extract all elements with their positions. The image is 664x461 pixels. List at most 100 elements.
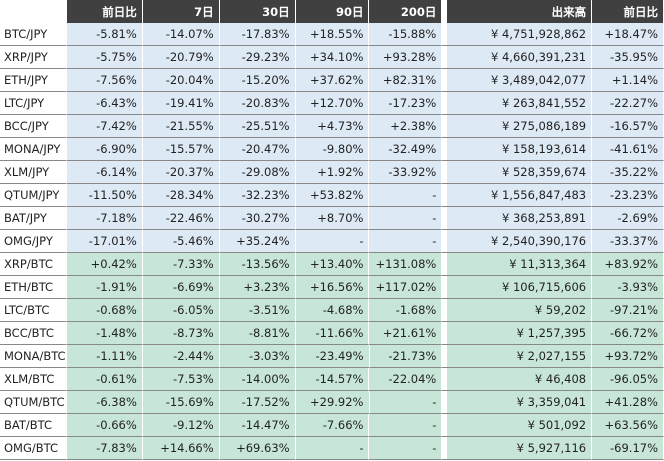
cell: +37.62% xyxy=(295,69,370,92)
cell: -13.56% xyxy=(219,253,296,276)
column-gap xyxy=(442,23,448,46)
pair-label: ETH/BTC xyxy=(0,276,67,299)
cell: -5.75% xyxy=(66,46,143,69)
cell: -20.37% xyxy=(142,161,220,184)
table-row: ETH/JPY -7.56% -20.04% -15.20% +37.62% +82.31… xyxy=(0,69,664,92)
cell: -17.83% xyxy=(219,23,296,46)
table-row: OMG/JPY -17.01% -5.46% +35.24% - - ¥ 2,540,390… xyxy=(0,230,664,253)
cell: -20.79% xyxy=(142,46,220,69)
table-row: QTUM/JPY -11.50% -28.34% -32.23% +53.82% - ¥ 1… xyxy=(0,184,664,207)
cell: -66.72% xyxy=(592,322,664,345)
pair-label: XLM/BTC xyxy=(0,368,67,391)
cell: - xyxy=(369,230,443,253)
cell: ¥ 5,927,116 xyxy=(447,437,593,460)
cell: ¥ 11,313,364 xyxy=(447,253,593,276)
pair-label: BCC/JPY xyxy=(0,115,67,138)
cell: -2.69% xyxy=(592,207,664,230)
cell: -14.57% xyxy=(295,368,370,391)
cell: -6.05% xyxy=(142,299,220,322)
column-gap xyxy=(442,299,448,322)
cell: - xyxy=(295,437,370,460)
cell: +8.70% xyxy=(295,207,370,230)
cell: -19.41% xyxy=(142,92,220,115)
cell: -11.50% xyxy=(66,184,143,207)
cell: ¥ 59,202 xyxy=(447,299,593,322)
pair-label: QTUM/BTC xyxy=(0,391,67,414)
cell: -28.34% xyxy=(142,184,220,207)
cell: ¥ 528,359,674 xyxy=(447,161,593,184)
pair-label: MONA/BTC xyxy=(0,345,67,368)
cell: -22.27% xyxy=(592,92,664,115)
cell: -6.69% xyxy=(142,276,220,299)
column-gap xyxy=(442,345,448,368)
cell: -23.49% xyxy=(295,345,370,368)
cell: ¥ 275,086,189 xyxy=(447,115,593,138)
cell: -1.11% xyxy=(67,345,143,368)
cell: +0.42% xyxy=(66,253,143,276)
cell: - xyxy=(369,207,443,230)
table-row: LTC/JPY -6.43% -19.41% -20.83% +12.70% -17.23… xyxy=(0,92,664,115)
cell: +16.56% xyxy=(295,276,370,299)
pair-label: MONA/JPY xyxy=(0,138,67,161)
pair-label: BCC/BTC xyxy=(0,322,67,345)
cell: ¥ 158,193,614 xyxy=(447,138,593,161)
cell: -1.48% xyxy=(66,322,143,345)
cell: +18.47% xyxy=(592,23,664,46)
table-row: BAT/BTC -0.66% -9.12% -14.47% -7.66% - ¥ 501,0… xyxy=(0,414,664,437)
column-header: 30日 xyxy=(219,0,296,23)
cell: +117.02% xyxy=(369,276,443,299)
column-gap xyxy=(442,0,448,23)
cell: -14.07% xyxy=(142,23,220,46)
cell: -11.66% xyxy=(295,322,370,345)
cell: +83.92% xyxy=(592,253,664,276)
cell: +1.14% xyxy=(592,69,664,92)
cell: ¥ 3,489,042,077 xyxy=(447,69,593,92)
cell: -2.44% xyxy=(142,345,220,368)
cell: +82.31% xyxy=(369,69,443,92)
cell: -6.90% xyxy=(66,138,143,161)
cell: +93.72% xyxy=(592,345,664,368)
cell: +131.08% xyxy=(369,253,443,276)
table-row: ETH/BTC -1.91% -6.69% +3.23% +16.56% +117.02%… xyxy=(0,276,664,299)
cell: -3.51% xyxy=(219,299,296,322)
cell: -32.23% xyxy=(219,184,296,207)
cell: +41.28% xyxy=(592,391,664,414)
cell: -9.12% xyxy=(142,414,220,437)
cell: -33.37% xyxy=(592,230,664,253)
cell: -3.03% xyxy=(219,345,296,368)
cell: ¥ 2,027,155 xyxy=(447,345,593,368)
cell: -6.43% xyxy=(66,92,143,115)
cell: -6.38% xyxy=(67,391,143,414)
cell: +53.82% xyxy=(295,184,370,207)
cell: +18.55% xyxy=(295,23,370,46)
cell: ¥ 46,408 xyxy=(447,368,593,391)
cell: +35.24% xyxy=(219,230,296,253)
cell: -96.05% xyxy=(592,368,664,391)
column-header: 7日 xyxy=(142,0,220,23)
column-header: 前日比 xyxy=(592,0,664,23)
cell: - xyxy=(369,391,443,414)
cell: -29.23% xyxy=(219,46,296,69)
cell: -3.93% xyxy=(592,276,664,299)
cell: -14.00% xyxy=(219,368,296,391)
cell: -7.33% xyxy=(142,253,220,276)
cell: -32.49% xyxy=(369,138,443,161)
column-gap xyxy=(442,322,448,345)
table-row: XLM/JPY -6.14% -20.37% -29.08% +1.92% -33.92%… xyxy=(0,161,664,184)
table-row: QTUM/BTC -6.38% -15.69% -17.52% +29.92% - ¥ 3,… xyxy=(0,391,664,414)
cell: -17.01% xyxy=(66,230,143,253)
cell: -20.04% xyxy=(142,69,220,92)
cell: -17.52% xyxy=(219,391,296,414)
column-gap xyxy=(442,184,448,207)
pair-label: XRP/BTC xyxy=(0,253,67,276)
column-gap xyxy=(442,115,448,138)
column-header: 200日 xyxy=(369,0,443,23)
cell: -15.69% xyxy=(142,391,220,414)
cell: -25.51% xyxy=(219,115,296,138)
pair-label: LTC/JPY xyxy=(0,92,67,115)
table-row: BTC/JPY -5.81% -14.07% -17.83% +18.55% -15.88… xyxy=(0,23,664,46)
cell: ¥ 2,540,390,176 xyxy=(447,230,593,253)
column-gap xyxy=(442,161,448,184)
table-row: LTC/BTC -0.68% -6.05% -3.51% -4.68% -1.68% ¥ 5… xyxy=(0,299,664,322)
